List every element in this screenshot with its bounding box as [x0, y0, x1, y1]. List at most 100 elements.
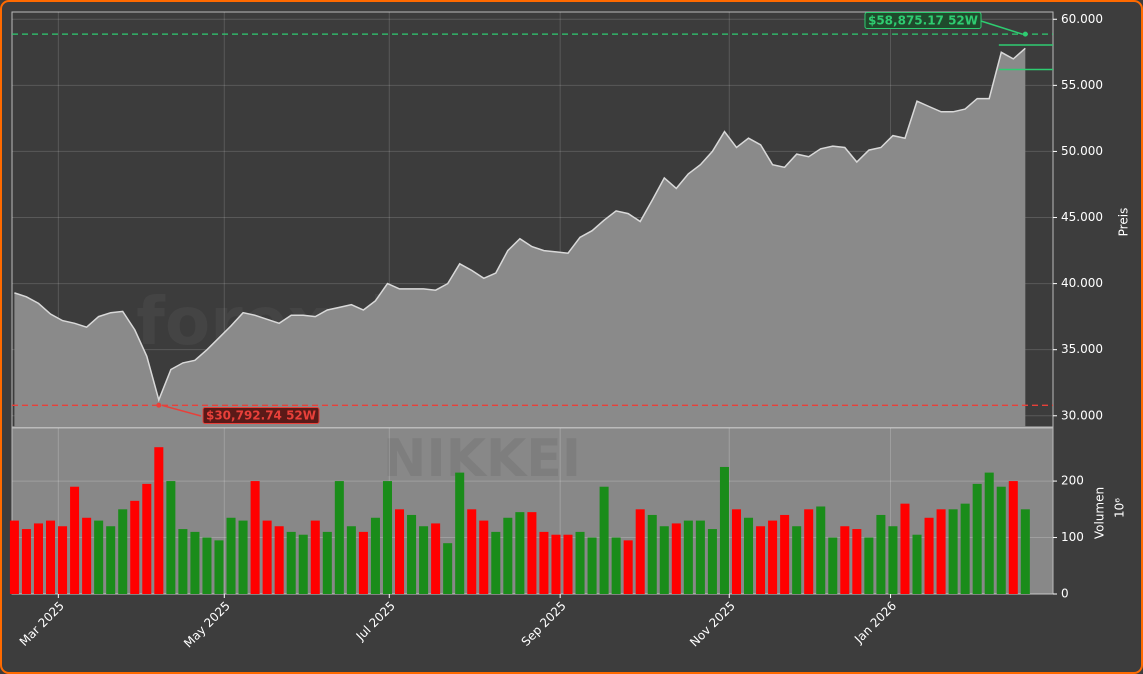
volume-bar	[395, 509, 405, 594]
volume-tick-label: 200	[1061, 474, 1084, 488]
volume-bar	[1008, 481, 1018, 594]
low-arrow	[161, 404, 202, 417]
volume-bar	[250, 481, 260, 594]
volume-bar	[21, 529, 31, 594]
y-tick-label: 45.000	[1061, 210, 1103, 224]
volume-bar	[587, 537, 597, 594]
volume-bar	[238, 520, 248, 594]
volume-bar	[840, 526, 850, 594]
volume-bar	[130, 500, 140, 594]
volume-bar	[106, 526, 116, 594]
volume-bar	[286, 531, 296, 594]
volume-multiplier: 10⁶	[1113, 498, 1127, 518]
volume-bar	[816, 506, 826, 594]
price-area	[14, 48, 1026, 428]
volume-bar	[792, 526, 802, 594]
volume-bar	[82, 517, 92, 594]
volume-bar	[166, 481, 176, 594]
volume-bar	[924, 517, 934, 594]
volume-bar	[45, 520, 56, 594]
volume-tick-label: 0	[1061, 587, 1069, 601]
high-arrow	[980, 20, 1023, 35]
volume-bar	[551, 534, 561, 594]
volume-bar	[731, 509, 742, 594]
volume-bar	[443, 543, 453, 594]
volume-bar	[864, 537, 874, 594]
volume-bar	[431, 523, 441, 594]
volume-bar	[912, 534, 922, 594]
volume-bar	[900, 503, 910, 594]
volume-bar	[996, 486, 1006, 594]
volume-bar	[707, 529, 717, 594]
y-tick-label: 55.000	[1061, 78, 1103, 92]
volume-bar	[936, 509, 946, 594]
volume-bar	[346, 526, 356, 594]
volume-bar	[118, 509, 128, 594]
volume-bar	[491, 531, 501, 594]
price-line	[14, 47, 1026, 403]
volume-bar	[683, 520, 693, 594]
volume-bar	[539, 531, 549, 594]
volume-bar	[322, 531, 332, 594]
volume-bar	[635, 509, 645, 594]
volume-bar	[804, 509, 814, 594]
volume-bar	[178, 529, 188, 594]
low-label: $30,792.74 52W	[206, 409, 316, 423]
volume-bar	[744, 517, 754, 594]
volume-bar	[780, 514, 790, 594]
volume-bar	[972, 483, 982, 594]
volume-bar	[467, 509, 477, 594]
y-tick-label: 60.000	[1061, 12, 1103, 26]
volume-bar	[479, 520, 489, 594]
volume-bar	[659, 526, 669, 594]
volume-bar	[262, 520, 272, 594]
volume-bar	[756, 526, 766, 594]
volume-bar	[671, 523, 681, 594]
volume-bar	[1020, 509, 1030, 594]
volume-bar	[623, 540, 633, 594]
volume-bar	[695, 520, 705, 594]
volume-bar	[70, 486, 80, 594]
volume-bar	[94, 520, 104, 594]
y-tick-label: 40.000	[1061, 276, 1103, 290]
volume-bar	[370, 517, 380, 594]
volume-axis-label: Volumen	[1093, 487, 1107, 539]
volume-bar	[599, 486, 609, 594]
y-tick-label: 35.000	[1061, 342, 1103, 356]
volume-bar	[768, 520, 778, 594]
volume-bar	[888, 526, 898, 594]
volume-bar	[358, 531, 368, 594]
low-point	[156, 402, 162, 408]
volume-bar	[419, 526, 429, 594]
symbol-watermark: NIKKEI	[383, 429, 581, 489]
low-label-box	[202, 407, 320, 424]
volume-bar	[960, 503, 970, 594]
volume-bar	[154, 447, 164, 594]
high-label: $58,875.17 52W	[868, 14, 978, 28]
high-point	[1022, 31, 1028, 37]
volume-bar	[575, 531, 585, 594]
volume-bar	[719, 466, 729, 594]
volume-bar	[563, 534, 573, 594]
y-axis-label: Preis	[1117, 208, 1131, 237]
volume-bar	[33, 523, 43, 594]
volume-bar	[407, 514, 417, 594]
y-tick-label: 30.000	[1061, 408, 1103, 422]
volume-bar	[274, 526, 284, 594]
volume-bar	[984, 472, 994, 594]
volume-bar	[382, 481, 392, 594]
volume-bar	[876, 514, 886, 594]
volume-bar	[948, 509, 958, 594]
volume-bar	[515, 512, 525, 594]
high-label-box	[864, 12, 982, 29]
volume-bar	[58, 526, 68, 594]
volume-bar	[190, 531, 200, 594]
volume-bar	[611, 537, 621, 594]
volume-bar	[142, 483, 152, 594]
volume-bar	[214, 540, 224, 594]
volume-bar	[9, 520, 19, 594]
volume-bar	[455, 472, 465, 594]
y-tick-label: 50.000	[1061, 144, 1103, 158]
